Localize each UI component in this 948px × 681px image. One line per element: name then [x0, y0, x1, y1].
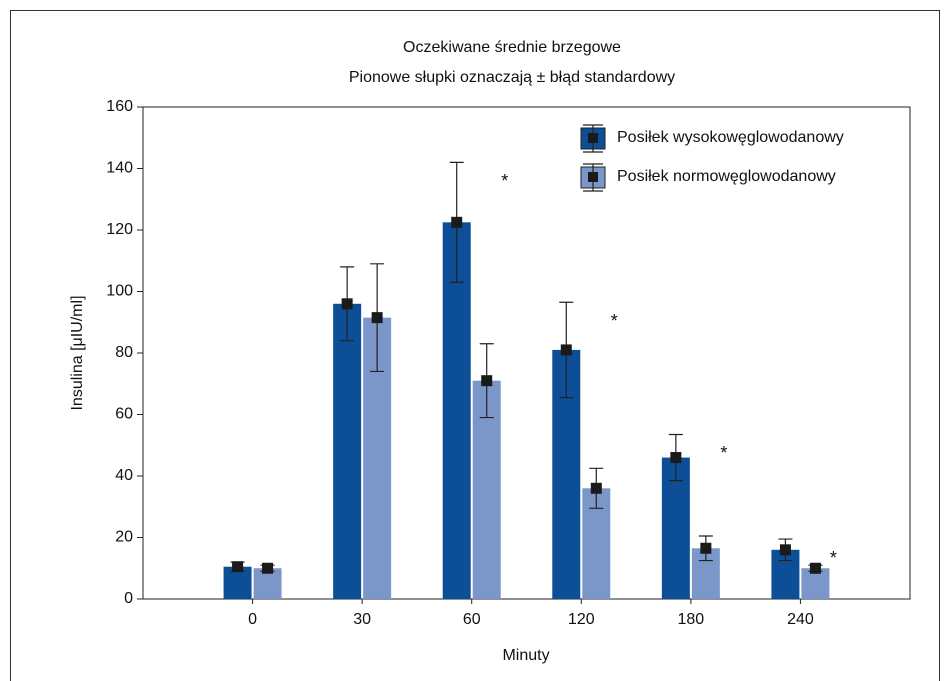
y-tick-label: 80: [115, 344, 133, 361]
x-tick-label: 0: [248, 611, 257, 628]
y-tick-label: 0: [124, 590, 133, 607]
mean-marker: [262, 562, 274, 574]
annotation: *: [611, 311, 618, 331]
y-axis-label: Insulina [μIU/ml]: [69, 295, 86, 410]
y-tick-label: 120: [106, 221, 133, 238]
y-tick-label: 20: [115, 529, 133, 546]
legend-marker: [588, 133, 598, 143]
y-tick-label: 40: [115, 467, 133, 484]
bar: [442, 222, 471, 599]
x-tick-label: 240: [787, 611, 814, 628]
y-tick-label: 60: [115, 406, 133, 423]
mean-marker: [232, 561, 244, 573]
mean-marker: [560, 344, 572, 356]
bar: [333, 303, 362, 599]
annotation: *: [720, 443, 727, 463]
chart-title: Oczekiwane średnie brzegowe: [403, 39, 621, 56]
chart-subtitle: Pionowe słupki oznaczają ± błąd standard…: [349, 69, 675, 86]
mean-marker: [371, 312, 383, 324]
x-tick-label: 120: [568, 611, 595, 628]
legend-marker: [588, 172, 598, 182]
mean-marker: [481, 375, 493, 387]
x-tick-label: 180: [678, 611, 705, 628]
annotation: *: [830, 548, 837, 568]
x-tick-label: 30: [353, 611, 371, 628]
y-tick-label: 140: [106, 160, 133, 177]
x-tick-label: 60: [463, 611, 481, 628]
mean-marker: [700, 542, 712, 554]
outer-frame: [10, 10, 940, 681]
x-axis-label: Minuty: [502, 647, 549, 664]
mean-marker: [670, 452, 682, 464]
mean-marker: [779, 544, 791, 556]
mean-marker: [451, 216, 463, 228]
mean-marker: [809, 562, 821, 574]
mean-marker: [590, 482, 602, 494]
legend-label: Posiłek normowęglowodanowy: [617, 168, 836, 185]
mean-marker: [341, 298, 353, 310]
annotation: *: [501, 171, 508, 191]
legend-label: Posiłek wysokowęglowodanowy: [617, 129, 844, 146]
y-tick-label: 100: [106, 283, 133, 300]
y-tick-label: 160: [106, 98, 133, 115]
